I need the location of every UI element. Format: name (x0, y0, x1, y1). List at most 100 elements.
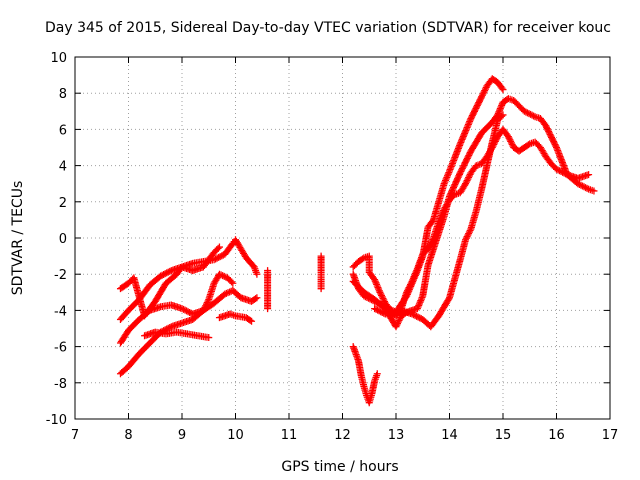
data-point-fill (201, 303, 209, 311)
data-point-fill (393, 321, 401, 329)
data-point-fill (409, 278, 417, 286)
data-point-fill (214, 244, 222, 252)
data-point-fill (411, 273, 419, 281)
data-point-fill (465, 172, 473, 180)
data-point-fill (417, 295, 425, 303)
y-tick-label: -8 (54, 377, 67, 392)
data-point-fill (375, 307, 383, 315)
data-point-fill (213, 254, 221, 262)
y-tick-label: -2 (54, 268, 67, 283)
data-point (229, 279, 237, 287)
data-point-fill (411, 312, 419, 320)
data-point-fill (583, 184, 591, 192)
data-point-fill (380, 296, 388, 304)
data-point-fill (373, 280, 381, 288)
data-point-fill (163, 325, 171, 333)
data-point-fill (163, 269, 171, 277)
data-point-fill (204, 297, 212, 305)
data-point-fill (481, 85, 489, 93)
data-point-fill (377, 290, 385, 298)
x-tick-label: 9 (178, 428, 186, 443)
data-point-fill (407, 281, 415, 289)
data-point-fill (186, 308, 194, 316)
data-point-fill (222, 289, 230, 297)
data-point (205, 334, 213, 342)
data-point-fill (463, 177, 471, 185)
data-point-fill (465, 230, 473, 238)
series-trace-b (116, 243, 223, 323)
data-point-fill (495, 108, 503, 116)
data-point-fill (578, 182, 586, 190)
x-tick-label: 12 (334, 428, 351, 443)
data-point-fill (217, 271, 225, 279)
data-point-fill (219, 272, 227, 280)
data-point (499, 111, 507, 119)
data-point-fill (411, 271, 419, 279)
data-point-fill (577, 181, 585, 189)
data-point-fill (203, 299, 211, 307)
data-point-fill (379, 295, 387, 303)
data-point (585, 171, 593, 179)
series-trace-j (349, 95, 598, 331)
data-point-fill (556, 167, 564, 175)
data-point (408, 279, 416, 287)
series-trace-e (141, 328, 213, 342)
data-point-fill (166, 267, 174, 275)
data-point-fill (425, 243, 433, 251)
data-point-fill (441, 178, 449, 186)
data-point-fill (554, 166, 562, 174)
data-point-fill (202, 302, 210, 310)
data-point-fill (525, 110, 533, 118)
data-points (116, 75, 598, 407)
data-point-fill (417, 297, 425, 305)
data-point-fill (414, 303, 422, 311)
data-point-fill (413, 268, 421, 276)
data-point-fill (224, 289, 232, 297)
data-point-fill (218, 252, 226, 260)
data-point (408, 310, 416, 318)
data-point-fill (394, 320, 402, 328)
data-point-fill (407, 282, 415, 290)
data-point-fill (158, 271, 166, 279)
data-point (424, 245, 432, 253)
y-tick-label: -4 (54, 304, 67, 319)
x-tick-label: 14 (441, 428, 458, 443)
data-point (215, 243, 223, 251)
data-point-fill (252, 295, 260, 303)
x-tick-label: 16 (548, 428, 565, 443)
data-point (403, 292, 411, 300)
data-point-fill (415, 300, 423, 308)
data-point-fill (443, 173, 451, 181)
data-point-fill (409, 276, 417, 284)
data-point (553, 165, 560, 173)
data-point-fill (160, 270, 168, 278)
data-point (178, 305, 186, 313)
data-point-fill (212, 255, 220, 263)
data-point (590, 187, 598, 195)
axis-ticks: 7 8 9 10 11 12 13 14 15 16 17 -10 -8 -6 -4 -2 0 2 4 6 8 10 (46, 51, 619, 443)
data-point-fill (463, 233, 471, 241)
data-point (392, 323, 400, 331)
data-point-fill (161, 270, 169, 278)
data-point-fill (372, 305, 380, 313)
data-point (462, 180, 470, 188)
data-point (371, 276, 379, 284)
data-point (157, 272, 165, 280)
data-point-fill (378, 293, 386, 301)
series-trace-a (116, 236, 261, 320)
data-point-fill (371, 277, 379, 285)
y-tick-label: 8 (59, 87, 67, 102)
data-point-fill (445, 169, 453, 177)
data-point-fill (372, 279, 380, 287)
data-point-fill (522, 108, 530, 116)
data-point (253, 294, 261, 302)
data-point-fill (415, 301, 423, 309)
y-tick-label: 6 (59, 123, 67, 138)
series-trace-g (264, 252, 325, 313)
data-point-fill (216, 253, 224, 261)
data-point (504, 133, 512, 141)
data-point-fill (527, 110, 535, 118)
data-point-fill (164, 268, 172, 276)
data-point-fill (215, 253, 223, 261)
